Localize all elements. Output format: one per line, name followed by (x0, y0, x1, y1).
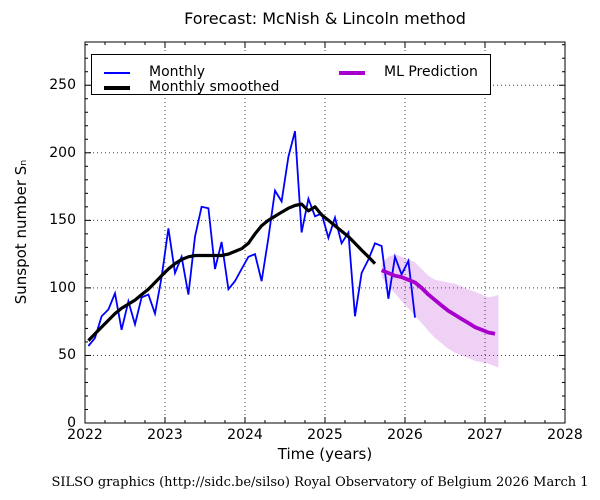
x-tick-label: 2022 (67, 427, 103, 443)
x-tick-label: 2026 (387, 427, 423, 443)
x-tick-label: 2025 (307, 427, 343, 443)
prediction-uncertainty-band (381, 254, 499, 368)
y-tick-label: 200 (49, 144, 76, 161)
chart-title: Forecast: McNish & Lincoln method (184, 9, 466, 28)
attribution-text: SILSO graphics (http://sidc.be/silso) Ro… (51, 475, 589, 490)
y-tick-label: 50 (58, 347, 76, 364)
axis-ticks (84, 42, 566, 424)
plot-frame (84, 41, 566, 424)
monthly-line (87, 130, 416, 347)
x-tick-label: 2028 (547, 427, 583, 443)
y-tick-label: 250 (49, 77, 76, 94)
legend-line-monthly-icon (104, 71, 130, 74)
smoothed-line (87, 202, 377, 342)
legend-label-monthly: Monthly (149, 64, 206, 80)
prediction-line (380, 268, 496, 336)
legend-line-prediction-icon (339, 70, 365, 75)
legend: Monthly ML Prediction Monthly smoothed (91, 54, 491, 95)
gridlines (85, 42, 565, 423)
legend-line-smoothed-icon (104, 85, 130, 90)
y-tick-label: 150 (49, 212, 76, 229)
y-axis-label: Sunspot number Sₙ (12, 159, 30, 305)
x-tick-label: 2024 (227, 427, 263, 443)
legend-item-smoothed: Monthly smoothed (104, 80, 279, 95)
y-tick-label: 0 (67, 415, 76, 431)
x-axis-label: Time (years) (277, 445, 373, 463)
legend-label-prediction: ML Prediction (384, 64, 478, 80)
x-tick-label: 2023 (147, 427, 183, 443)
y-tick-label: 100 (49, 279, 76, 296)
legend-item-monthly: Monthly (104, 65, 205, 80)
legend-label-smoothed: Monthly smoothed (149, 79, 280, 95)
legend-item-prediction: ML Prediction (339, 65, 478, 80)
x-tick-label: 2027 (467, 427, 503, 443)
